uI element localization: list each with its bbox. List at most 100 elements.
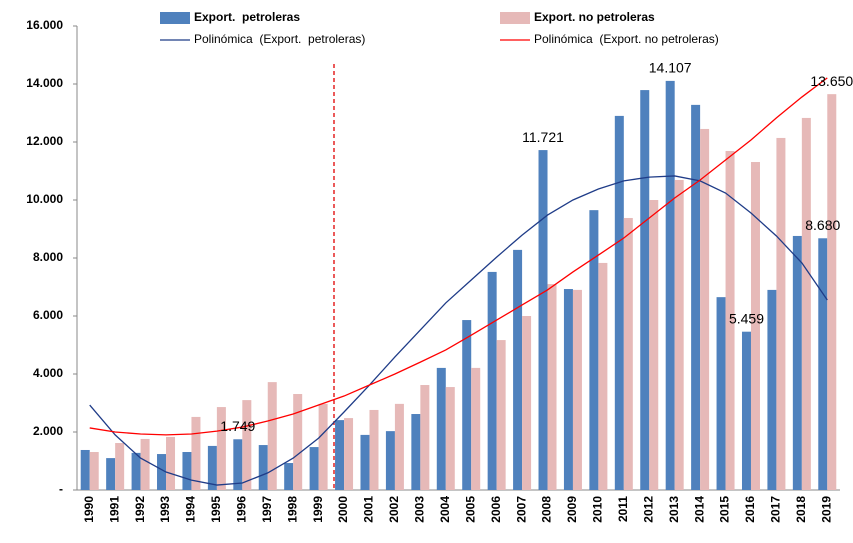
y-tick-label: 16.000 [26,18,63,32]
x-tick-label: 2007 [514,496,528,523]
bar [691,104,701,490]
legend-swatch [500,12,530,24]
legend-label: Export. no petroleras [534,10,655,24]
bar [598,262,608,490]
bar [318,403,328,490]
x-tick-label: 2002 [387,496,401,523]
bar [725,150,735,491]
bar [776,137,786,490]
y-tick-label: 6.000 [33,308,63,322]
x-tick-label: 2004 [438,496,452,523]
bar [115,443,125,490]
y-tick-label: - [59,482,63,496]
bar [344,418,354,490]
bar [293,394,303,490]
bar [741,331,751,490]
data-label: 11.721 [522,129,564,145]
x-tick-label: 2012 [641,496,655,523]
bar [157,454,167,490]
x-tick-label: 1993 [158,496,172,523]
x-tick-label: 2001 [362,496,376,523]
bar [640,90,650,490]
legend-swatch [160,12,190,24]
bar [182,452,192,490]
bar [623,217,633,491]
x-tick-label: 1999 [311,496,325,523]
bar [385,431,395,490]
bar [818,238,828,490]
x-tick-label: 2003 [413,496,427,523]
bar [792,235,802,490]
bar [309,447,319,490]
bar [716,297,726,490]
x-tick-label: 2009 [565,496,579,523]
bar [335,420,345,490]
x-tick-label: 2006 [489,496,503,523]
bar [700,128,710,490]
x-tick-label: 2018 [794,496,808,523]
x-tick-label: 2013 [667,496,681,523]
x-tick-label: 2011 [616,496,630,522]
data-label: 5.459 [729,310,764,326]
y-tick-label: 8.000 [33,250,63,264]
bar [767,289,777,490]
x-tick-label: 1998 [285,496,299,523]
bar [207,445,217,490]
bar [445,387,455,490]
bar [80,449,90,490]
bar [106,458,116,490]
bar [462,320,472,490]
bar [166,436,176,490]
bar [496,340,506,490]
legend-label: Polinómica (Export. petroleras) [194,32,365,46]
bar [674,179,684,491]
legend-label: Export. petroleras [194,10,300,24]
y-tick-label: 10.000 [26,192,63,206]
x-tick-label: 2016 [743,496,757,523]
x-tick-label: 1996 [234,496,248,523]
bar [589,210,599,490]
bar [801,117,811,491]
bar [233,439,243,490]
bar [140,438,150,490]
bar [411,414,421,490]
bar [750,162,760,490]
x-tick-label: 2005 [463,496,477,523]
x-tick-label: 1995 [209,496,223,523]
bar [436,367,446,490]
data-label: 14.107 [649,60,692,76]
data-label: 13.650 [810,73,853,89]
bar [538,150,548,490]
x-tick-label: 2008 [540,496,554,523]
y-tick-label: 4.000 [33,366,63,380]
trend-line [89,175,828,486]
x-tick-label: 1991 [107,496,121,523]
bar [216,407,226,490]
x-tick-label: 2000 [336,496,350,523]
data-label: 1.749 [220,418,255,434]
bar [284,463,294,490]
bar [665,80,675,490]
bar [649,200,659,490]
y-tick-label: 2.000 [33,424,63,438]
bar [131,452,141,490]
bar [242,400,252,490]
x-tick-label: 1990 [82,496,96,523]
trend-line [89,77,828,436]
bar [89,452,99,490]
legend-label: Polinómica (Export. no petroleras) [534,32,719,46]
bar [267,382,277,490]
bar [572,289,582,490]
bar [471,367,481,490]
bar [420,385,430,490]
x-tick-label: 2010 [591,496,605,523]
x-tick-label: 1992 [133,496,147,523]
bar [487,271,497,490]
x-tick-label: 2015 [718,496,732,523]
bar [614,115,624,491]
bar [191,416,201,490]
bar [394,403,404,490]
y-tick-label: 14.000 [26,76,63,90]
x-tick-label: 2017 [769,496,783,523]
